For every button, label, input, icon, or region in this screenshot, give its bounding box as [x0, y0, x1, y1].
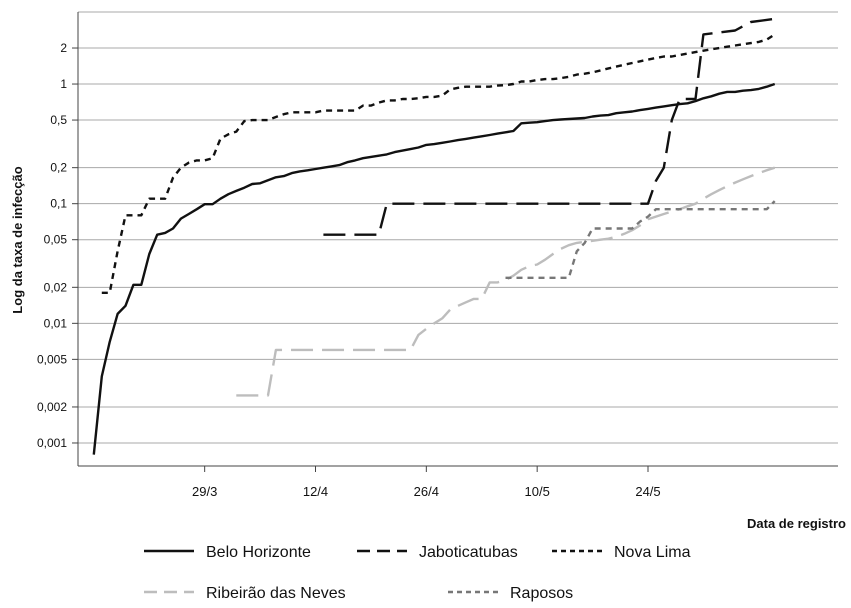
y-tick-label: 0,002 [37, 400, 67, 414]
series-line-1 [323, 17, 775, 236]
x-tick-label: 24/5 [635, 484, 660, 499]
legend: Belo Horizonte Jaboticatubas Nova Lima Ribe… [144, 544, 691, 602]
y-tick-label: 0,01 [44, 316, 68, 330]
legend-label-2: Nova Lima [614, 544, 691, 561]
y-axis-title: Log da taxa de infecção [10, 166, 25, 313]
legend-label-4: Raposos [510, 585, 573, 602]
y-tick-label: 0,05 [44, 233, 68, 247]
gridlines [78, 11, 838, 444]
y-tick-label: 0,001 [37, 436, 67, 450]
series-lines [92, 17, 776, 455]
x-axis-title: Data de registro [747, 516, 846, 531]
y-tick-label: 0,005 [37, 352, 67, 366]
x-tick-label: 12/4 [303, 484, 328, 499]
y-tick-label: 0,5 [50, 113, 67, 127]
x-tick-label: 10/5 [525, 484, 550, 499]
series-line-3 [236, 166, 776, 397]
x-axis: 29/3 12/4 26/4 10/5 24/5 [78, 465, 838, 499]
y-axis: 0,001 0,002 0,005 0,01 0,02 0,05 0,1 0,2 0,5 1 2 [37, 12, 79, 466]
legend-label-1: Jaboticatubas [419, 544, 518, 561]
series-line-2 [101, 33, 776, 294]
x-tick-label: 26/4 [414, 484, 439, 499]
y-tick-label: 0,1 [50, 197, 67, 211]
y-tick-label: 0,02 [44, 280, 68, 294]
legend-label-0: Belo Horizonte [206, 544, 311, 561]
y-tick-label: 0,2 [50, 161, 67, 175]
y-tick-label: 1 [60, 77, 67, 91]
x-tick-label: 29/3 [192, 484, 217, 499]
series-line-0 [92, 82, 776, 455]
series-line-4 [505, 200, 776, 279]
legend-label-3: Ribeirão das Neves [206, 585, 346, 602]
y-tick-label: 2 [60, 41, 67, 55]
